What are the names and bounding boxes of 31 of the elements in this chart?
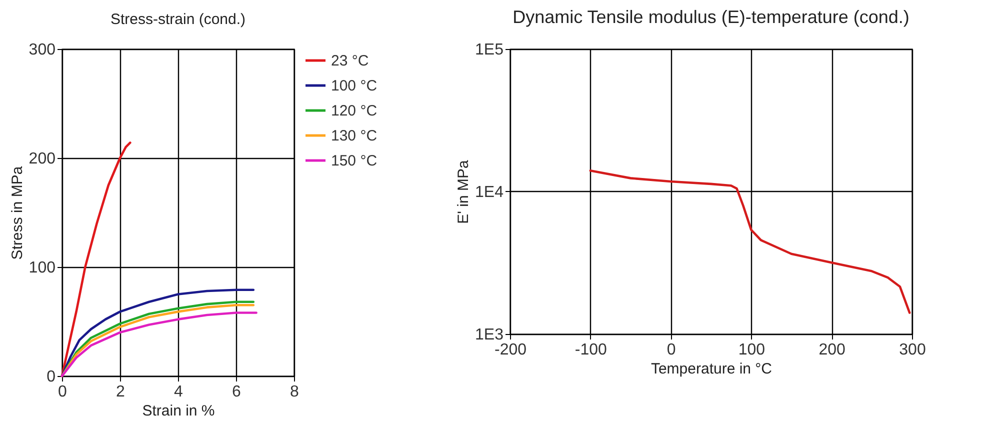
line-series (60, 142, 132, 378)
x-axis-title: Strain in % (142, 402, 215, 420)
x-tick-label: 0 (666, 342, 676, 358)
x-tick-label: 2 (116, 384, 126, 400)
y-tick-label: 300 (28, 42, 56, 58)
x-tick-label: 4 (174, 384, 184, 400)
y-tick-label: 1E3 (475, 326, 504, 344)
line-series (589, 170, 911, 314)
legend-label: 23 °C (331, 52, 369, 70)
y-axis-title: E' in MPa (455, 159, 472, 224)
legend-label: 150 °C (331, 152, 378, 170)
x-tick-label: 300 (899, 342, 926, 358)
legend-label: 120 °C (331, 102, 378, 120)
chart-title: Dynamic Tensile modulus (E)-temperature (cond.) (512, 7, 910, 27)
chart-title: Stress-strain (cond.) (110, 11, 246, 28)
y-tick-label: 200 (28, 150, 56, 168)
legend-label: 130 °C (331, 128, 378, 144)
x-tick-label: 0 (58, 384, 68, 400)
y-tick-label: 100 (28, 260, 56, 276)
legend-label: 100 °C (331, 78, 378, 94)
x-tick-label: 100 (738, 342, 766, 358)
y-tick-label: 1E5 (475, 42, 504, 58)
x-tick-label: -200 (494, 342, 527, 358)
x-tick-label: 200 (818, 342, 846, 358)
x-axis-title: Temperature in °C (650, 360, 772, 378)
y-tick-label: 0 (46, 368, 56, 386)
x-tick-label: 6 (232, 384, 242, 400)
x-tick-label: -100 (574, 342, 608, 358)
y-tick-label: 1E4 (475, 184, 504, 201)
y-axis-title: Stress in MPa (8, 166, 26, 260)
x-tick-label: 8 (290, 384, 300, 400)
